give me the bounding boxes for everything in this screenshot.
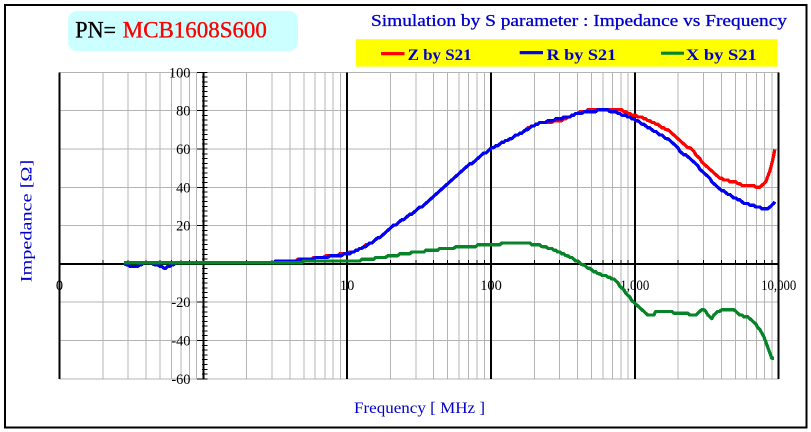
svg-text:100: 100 xyxy=(169,65,191,81)
svg-text:Frequency [ MHz ]: Frequency [ MHz ] xyxy=(354,400,485,417)
svg-text:0: 0 xyxy=(56,278,63,294)
svg-text:R by S21: R by S21 xyxy=(547,47,617,64)
svg-text:80: 80 xyxy=(176,104,190,120)
svg-text:Impedance [Ω]: Impedance [Ω] xyxy=(19,160,36,283)
svg-text:-20: -20 xyxy=(171,295,190,311)
svg-text:20: 20 xyxy=(176,219,190,235)
svg-text:MCB1608S600: MCB1608S600 xyxy=(123,18,267,43)
svg-text:Z by S21: Z by S21 xyxy=(408,47,472,64)
svg-text:Simulation by S parameter : Im: Simulation by S parameter : Impedance vs… xyxy=(371,11,788,30)
svg-text:-40: -40 xyxy=(171,334,190,350)
svg-text:1,000: 1,000 xyxy=(620,278,649,294)
svg-text:60: 60 xyxy=(176,142,190,158)
svg-text:PN=: PN= xyxy=(75,18,116,43)
svg-text:10: 10 xyxy=(340,278,354,294)
svg-text:40: 40 xyxy=(176,180,190,196)
svg-text:10,000: 10,000 xyxy=(761,278,796,294)
svg-text:100: 100 xyxy=(480,278,502,294)
svg-text:X by S21: X by S21 xyxy=(686,47,757,64)
svg-text:-60: -60 xyxy=(171,372,190,388)
